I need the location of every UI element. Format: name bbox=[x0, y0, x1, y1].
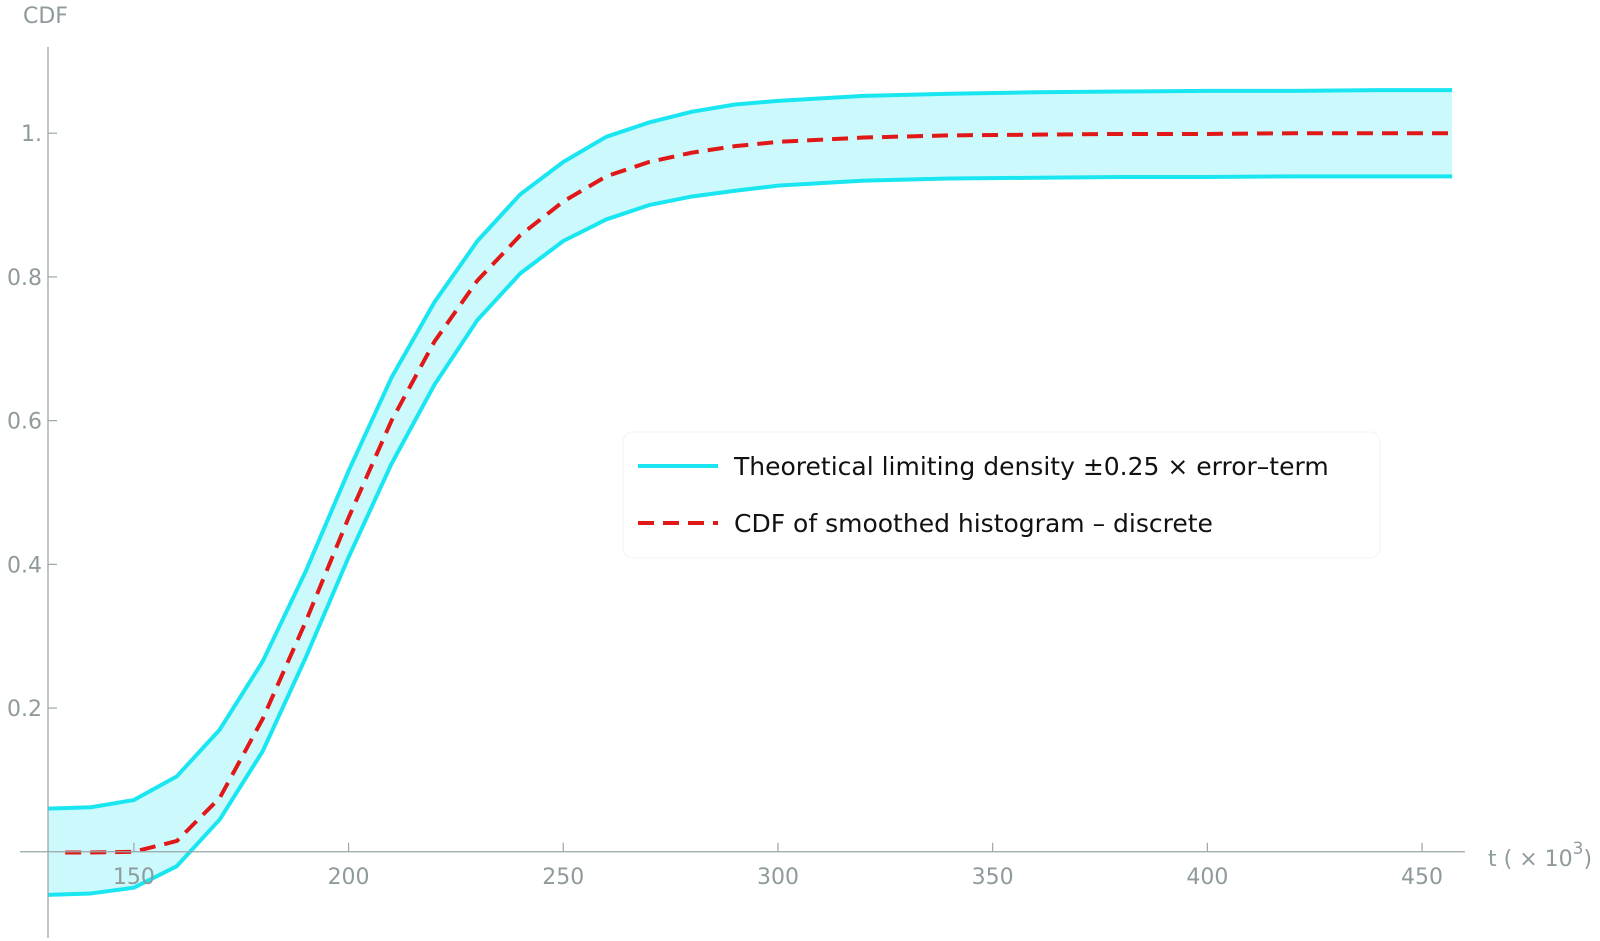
x-tick-label: 150 bbox=[113, 865, 155, 890]
x-tick-label: 350 bbox=[972, 865, 1014, 890]
y-tick-label: 1. bbox=[21, 122, 42, 147]
y-ticks: 0.2 0.4 0.6 0.8 1. bbox=[7, 122, 57, 722]
x-ticks: 150 200 250 300 350 400 450 bbox=[113, 842, 1443, 890]
x-axis-title-exponent: 3 bbox=[1573, 839, 1584, 859]
band-upper-line bbox=[47, 88, 1453, 811]
legend: Theoretical limiting density ±0.25 × err… bbox=[622, 431, 1381, 559]
axes: 150 200 250 300 350 400 450 0.2 0.4 0.6 0.8 1. CDF… bbox=[7, 4, 1592, 938]
y-tick-label: 0.2 bbox=[7, 697, 42, 722]
y-tick-label: 0.4 bbox=[7, 553, 42, 578]
x-tick-label: 300 bbox=[757, 865, 799, 890]
cdf-dashed-line bbox=[65, 131, 1453, 855]
legend-box bbox=[622, 431, 1381, 559]
x-tick-label: 250 bbox=[542, 865, 584, 890]
x-axis-title-suffix: ) bbox=[1583, 847, 1592, 872]
legend-band-label: Theoretical limiting density ±0.25 × err… bbox=[733, 452, 1329, 481]
x-axis-title: t ( × 103) bbox=[1488, 839, 1592, 872]
band-lower-line bbox=[47, 174, 1453, 897]
y-tick-label: 0.8 bbox=[7, 266, 42, 291]
y-tick-label: 0.6 bbox=[7, 410, 42, 435]
x-axis-title-prefix: t ( × 10 bbox=[1488, 847, 1573, 872]
x-tick-label: 400 bbox=[1186, 865, 1228, 890]
band-fill bbox=[48, 90, 1453, 895]
legend-cdf-label: CDF of smoothed histogram – discrete bbox=[734, 509, 1213, 538]
y-axis-title: CDF bbox=[23, 4, 68, 29]
x-tick-label: 450 bbox=[1401, 865, 1443, 890]
x-tick-label: 200 bbox=[328, 865, 370, 890]
plot-area bbox=[47, 88, 1453, 897]
